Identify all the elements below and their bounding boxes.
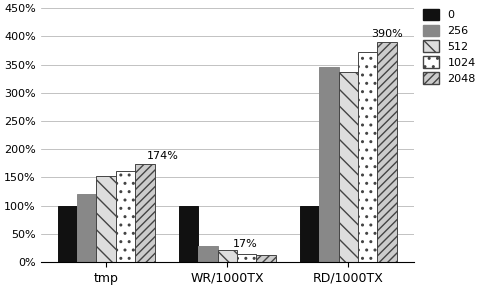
Text: 174%: 174% <box>147 151 179 161</box>
Bar <box>300 206 319 262</box>
Bar <box>319 67 339 262</box>
Bar <box>217 250 237 262</box>
Bar <box>358 52 377 262</box>
Bar <box>135 164 155 262</box>
Text: 17%: 17% <box>233 238 258 249</box>
Bar <box>179 206 198 262</box>
Bar <box>198 246 217 262</box>
Bar <box>116 171 135 262</box>
Legend: 0, 256, 512, 1024, 2048: 0, 256, 512, 1024, 2048 <box>423 9 476 84</box>
Bar <box>256 255 276 262</box>
Bar <box>237 254 256 262</box>
Bar <box>58 206 77 262</box>
Bar <box>339 72 358 262</box>
Bar <box>377 42 397 262</box>
Bar <box>96 176 116 262</box>
Text: 390%: 390% <box>371 29 403 39</box>
Bar <box>77 194 96 262</box>
